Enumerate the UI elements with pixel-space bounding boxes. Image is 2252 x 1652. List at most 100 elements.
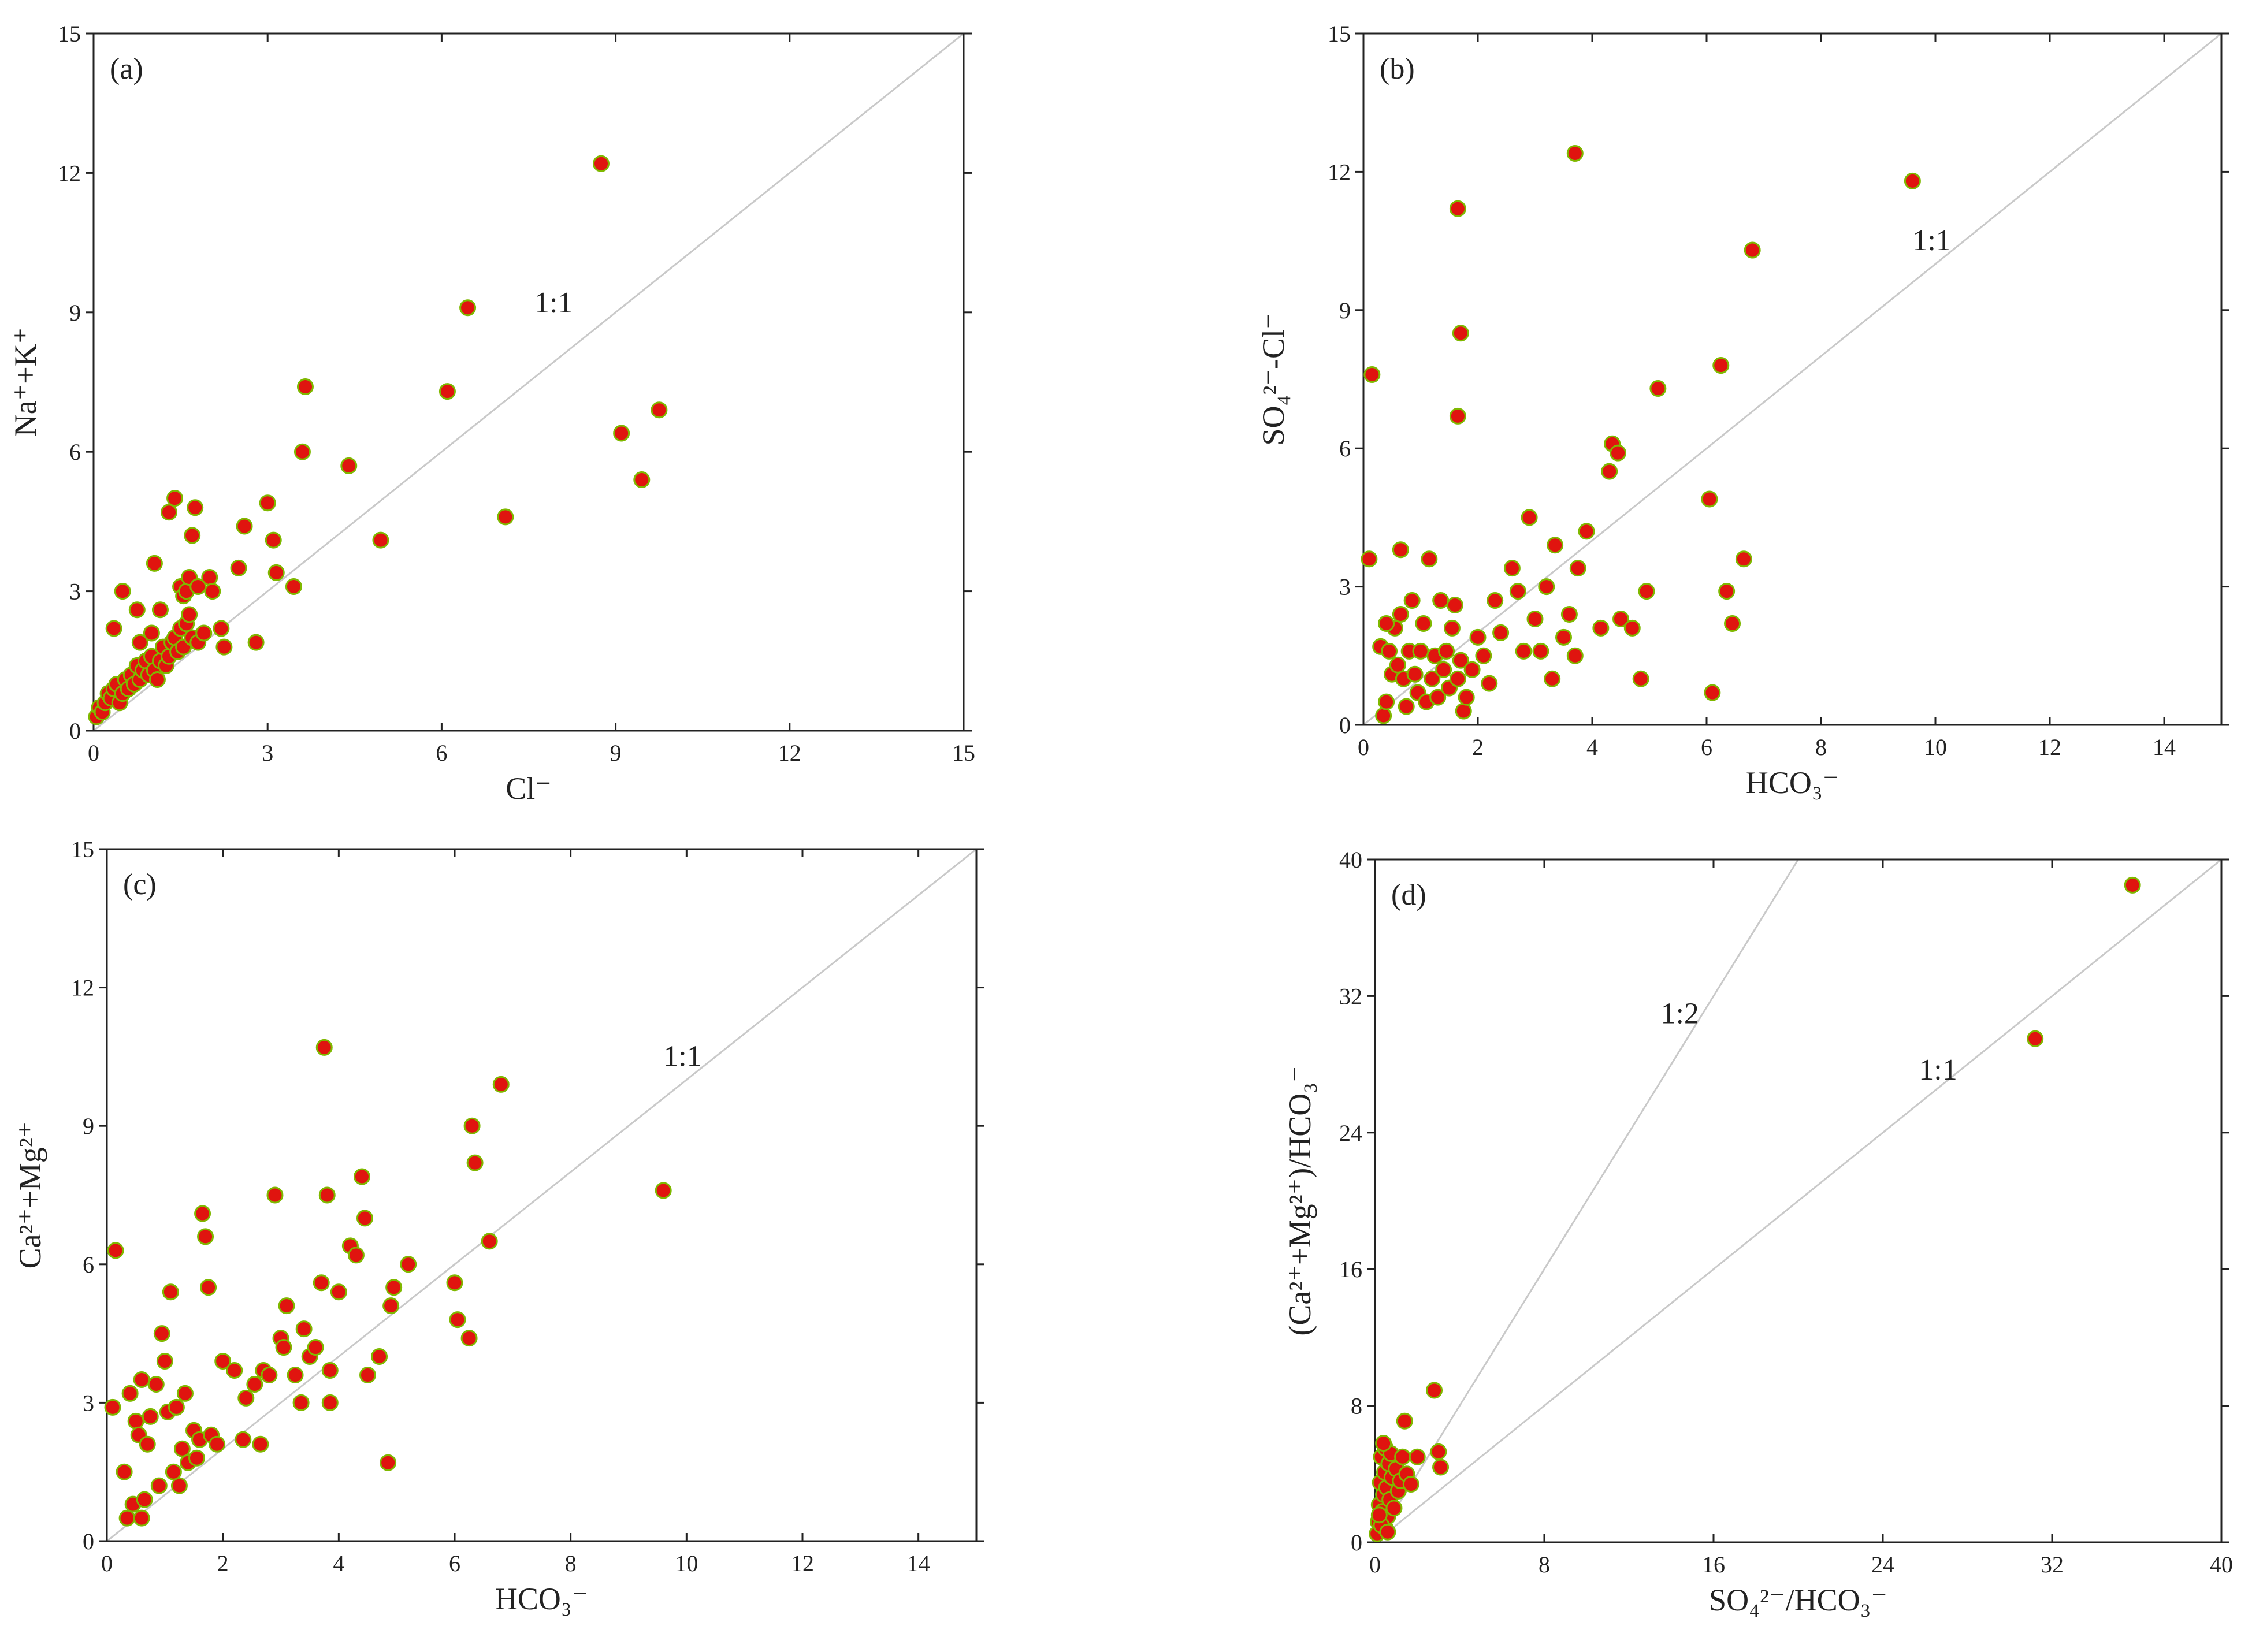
y-tick-label: 6 xyxy=(1339,436,1351,462)
data-point xyxy=(1532,642,1549,660)
data-point xyxy=(1432,1458,1450,1476)
data-point xyxy=(1509,583,1526,600)
x-tick-label: 12 xyxy=(778,740,801,766)
data-point xyxy=(1381,642,1398,660)
data-point xyxy=(347,1247,365,1264)
data-point xyxy=(1610,444,1627,462)
data-point xyxy=(213,620,230,637)
data-point xyxy=(382,1297,400,1315)
data-point xyxy=(292,1394,310,1411)
data-point xyxy=(209,1435,226,1453)
x-tick-label: 6 xyxy=(436,740,447,766)
data-point xyxy=(1426,1382,1443,1399)
y-tick-label: 0 xyxy=(83,1528,94,1554)
y-tick-label: 16 xyxy=(1339,1256,1362,1282)
data-point xyxy=(1718,583,1736,600)
data-point xyxy=(1415,615,1432,632)
y-tick-label: 9 xyxy=(69,300,81,326)
y-tick-label: 0 xyxy=(1351,1530,1362,1556)
data-point xyxy=(321,1394,339,1411)
data-point xyxy=(1515,642,1532,660)
x-axis-title: SO₄²⁻/HCO₃⁻ xyxy=(1709,1583,1887,1617)
data-point xyxy=(446,1274,463,1292)
data-point xyxy=(247,634,265,651)
x-tick-label: 10 xyxy=(1924,734,1947,760)
data-point xyxy=(201,568,218,586)
data-point xyxy=(1521,509,1538,526)
y-tick-label: 3 xyxy=(83,1390,94,1416)
data-point xyxy=(1424,670,1441,687)
data-point xyxy=(139,1435,156,1453)
y-tick-label: 12 xyxy=(58,160,81,186)
x-tick-label: 14 xyxy=(907,1550,930,1576)
x-tick-label: 6 xyxy=(449,1550,460,1576)
data-point xyxy=(1449,200,1466,217)
data-point xyxy=(1378,615,1395,632)
data-point xyxy=(150,1477,168,1494)
reference-line xyxy=(1363,34,2221,725)
data-point xyxy=(176,1385,194,1402)
data-point xyxy=(438,383,456,400)
data-point xyxy=(481,1233,498,1250)
data-point xyxy=(330,1283,347,1301)
data-point xyxy=(1452,325,1469,342)
data-point xyxy=(146,555,163,572)
x-tick-label: 16 xyxy=(1702,1551,1725,1577)
data-point xyxy=(1385,1500,1403,1517)
data-point xyxy=(497,508,514,526)
x-axis-title: HCO₃⁻ xyxy=(495,1582,588,1616)
data-point xyxy=(266,1186,284,1204)
data-point xyxy=(1429,689,1447,706)
reference-line xyxy=(94,34,964,731)
y-tick-label: 6 xyxy=(69,439,81,465)
data-point xyxy=(153,1325,170,1342)
data-point xyxy=(194,1205,211,1222)
reference-line xyxy=(107,849,976,1541)
data-point xyxy=(1394,1448,1411,1465)
data-point xyxy=(200,1279,217,1296)
data-point xyxy=(1612,610,1629,627)
x-tick-label: 8 xyxy=(1539,1551,1550,1577)
data-point xyxy=(1538,578,1555,596)
data-point xyxy=(236,518,253,535)
data-point xyxy=(1566,647,1584,664)
data-point xyxy=(133,1371,150,1388)
data-point xyxy=(195,624,213,642)
data-point xyxy=(1526,610,1544,627)
data-point xyxy=(230,559,247,576)
data-point xyxy=(143,624,160,642)
y-axis-title: Na⁺+K⁺ xyxy=(8,328,43,437)
data-point xyxy=(1547,537,1564,554)
data-point xyxy=(633,471,651,488)
x-axis-title: Cl⁻ xyxy=(506,771,552,806)
plot-frame xyxy=(1374,858,2223,1543)
data-point xyxy=(1449,407,1466,425)
x-tick-label: 9 xyxy=(610,740,622,766)
y-tick-label: 12 xyxy=(1328,159,1351,185)
x-axis-title: HCO₃⁻ xyxy=(1746,765,1839,800)
y-tick-label: 24 xyxy=(1339,1120,1362,1146)
data-point xyxy=(237,1389,255,1407)
data-point xyxy=(372,531,389,549)
data-point xyxy=(173,1440,191,1457)
data-point xyxy=(359,1366,376,1383)
x-tick-label: 8 xyxy=(565,1550,577,1576)
data-point xyxy=(259,494,276,512)
panel-label: (a) xyxy=(110,53,143,85)
data-point xyxy=(235,1431,252,1448)
data-point xyxy=(261,1366,278,1383)
data-point xyxy=(318,1186,336,1204)
data-point xyxy=(449,1311,466,1329)
data-point xyxy=(1704,684,1721,701)
data-point xyxy=(1402,1476,1419,1493)
data-point xyxy=(181,606,198,623)
x-tick-label: 14 xyxy=(2153,734,2176,760)
x-tick-label: 40 xyxy=(2210,1551,2233,1577)
reference-line-label: 1:1 xyxy=(534,287,573,319)
data-point xyxy=(340,457,358,474)
chart-panel: 1:1 0 2 4 6 8 10 12 14 0 3 6 9 12 15 (b) HCO₃⁻ SO₄²⁻-Cl⁻ xyxy=(1256,21,2229,800)
data-point xyxy=(1361,550,1378,568)
data-point xyxy=(321,1361,339,1379)
plot-frame xyxy=(92,32,965,732)
